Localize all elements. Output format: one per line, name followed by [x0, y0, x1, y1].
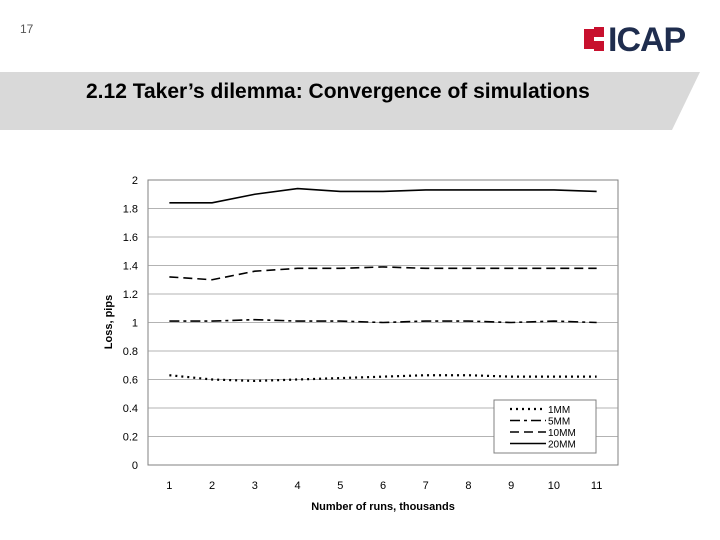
y-tick-label: 0 [132, 460, 138, 472]
y-tick-label: 0.4 [123, 403, 138, 415]
legend-label: 5MM [548, 417, 570, 428]
title-band [0, 72, 700, 130]
legend-label: 20MM [548, 440, 576, 451]
x-tick-label: 11 [591, 480, 602, 492]
y-tick-label: 1.2 [123, 289, 138, 301]
slide-title: 2.12 Taker’s dilemma: Convergence of sim… [86, 80, 590, 103]
y-tick-label: 1.4 [123, 261, 138, 273]
series-line-10mm [169, 266, 597, 281]
series-line-5mm [169, 318, 597, 324]
y-tick-label: 1 [132, 318, 138, 330]
x-axis-title: Number of runs, thousands [311, 501, 455, 513]
y-axis-title: Loss, pips [103, 295, 115, 349]
legend-label: 10MM [548, 428, 576, 439]
logo-mark-icon [584, 27, 604, 51]
x-tick-label: 2 [209, 480, 215, 492]
x-tick-label: 5 [337, 480, 343, 492]
y-tick-label: 1.6 [123, 232, 138, 244]
x-tick-label: 9 [508, 480, 514, 492]
legend-box [493, 399, 597, 454]
x-tick-label: 3 [252, 480, 258, 492]
y-tick-label: 0.8 [123, 346, 138, 358]
page-number: 17 [20, 22, 34, 36]
legend-label: 1MM [548, 405, 570, 416]
x-tick-label: 1 [166, 480, 172, 492]
x-tick-label: 8 [465, 480, 471, 492]
x-tick-label: 6 [380, 480, 386, 492]
x-tick-label: 7 [423, 480, 429, 492]
y-tick-label: 1.8 [123, 204, 138, 216]
y-tick-label: 2 [132, 175, 138, 187]
logo-text: ICAP [608, 21, 686, 59]
series-line-20mm [169, 187, 597, 204]
x-tick-label: 10 [548, 480, 560, 492]
icap-logo: ICAP [582, 21, 690, 60]
y-tick-label: 0.6 [123, 375, 138, 387]
x-tick-label: 4 [294, 480, 300, 492]
y-tick-label: 0.2 [123, 432, 138, 444]
